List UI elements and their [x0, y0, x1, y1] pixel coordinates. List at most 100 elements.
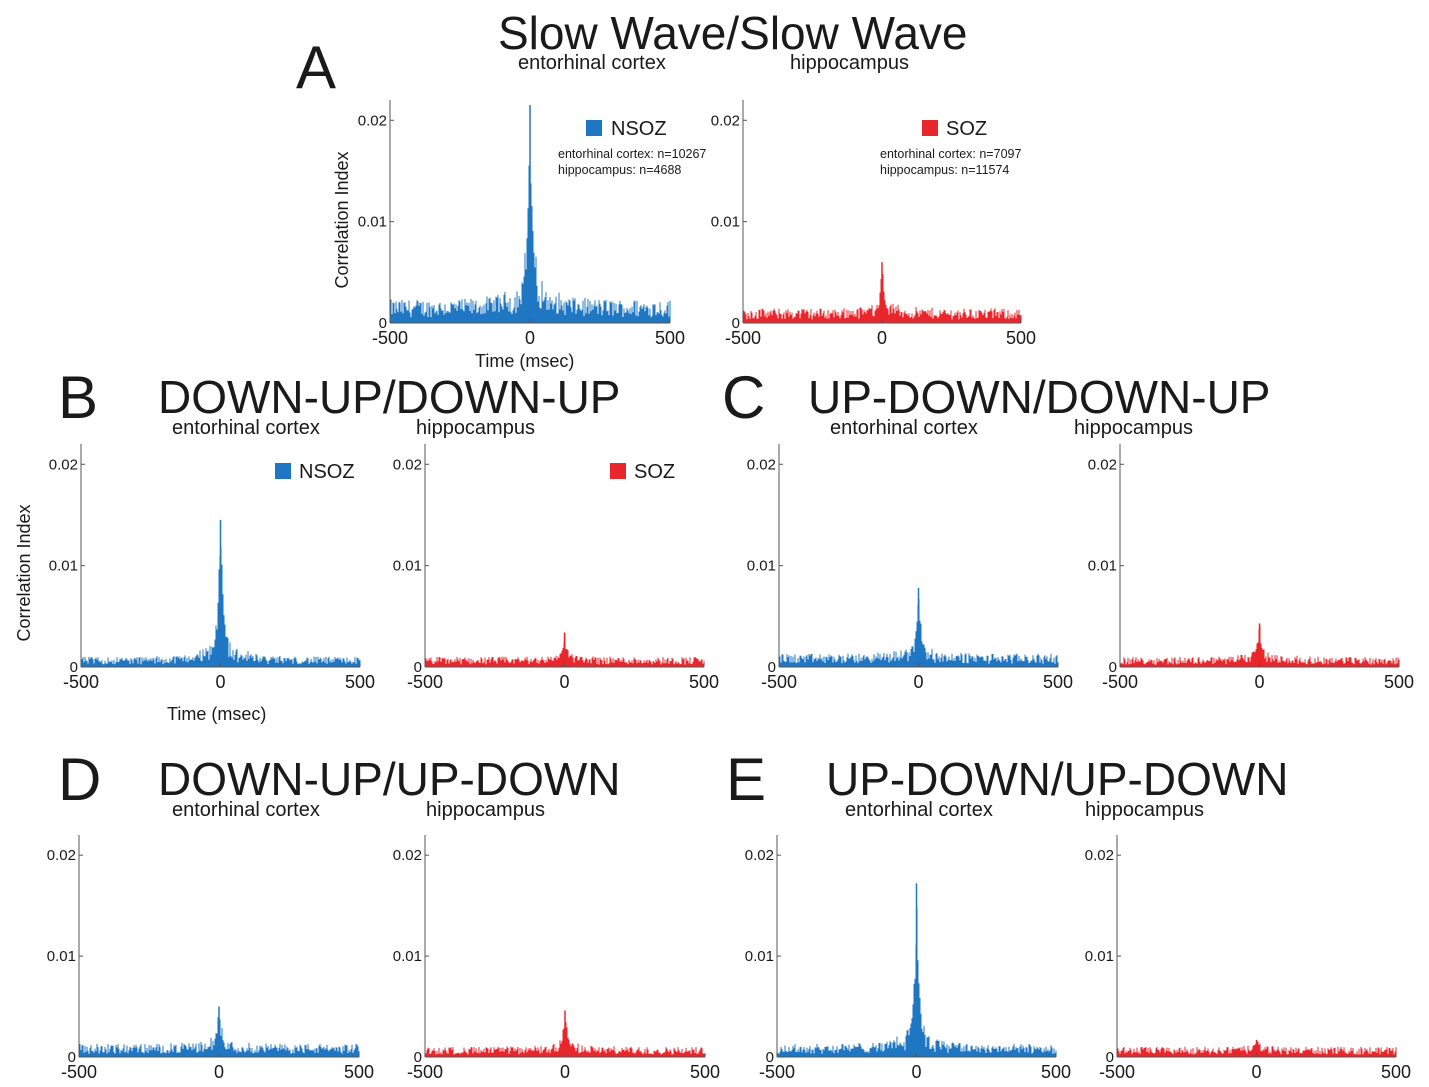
y-tick-label-b-soz-2: 0.02 [393, 456, 422, 473]
y-tick-label-c-soz-2: 0.02 [1088, 456, 1117, 473]
y-tick-label-a-nsoz-1: 0.01 [358, 214, 387, 231]
chart-d-soz: 00.010.02-500 0 500 [393, 835, 720, 1082]
x-tick-label-b-soz-2: 500 [689, 672, 719, 692]
x-tick-label-a-soz-0: -500 [725, 328, 761, 348]
x-tick-label-b-nsoz-1: 0 [215, 672, 225, 692]
y-tick-label-c-nsoz-2: 0.02 [747, 456, 776, 473]
y-tick-label-e-nsoz-2: 0.02 [745, 847, 774, 864]
soz-legend-swatch-a [922, 120, 938, 136]
y-tick-label-b-soz-1: 0.01 [393, 558, 422, 575]
panel-a-region-right: hippocampus [790, 52, 909, 74]
x-tick-label-d-nsoz-2: 500 [344, 1062, 374, 1082]
panel-c-title: UP-DOWN/DOWN-UP [808, 371, 1271, 423]
panel-e-title: UP-DOWN/UP-DOWN [826, 753, 1289, 805]
x-tick-label-c-nsoz-2: 500 [1043, 672, 1073, 692]
panel-c-region-right: hippocampus [1074, 417, 1193, 439]
y-tick-label-c-nsoz-1: 0.01 [747, 558, 776, 575]
nsoz-legend-swatch-a [586, 120, 602, 136]
x-axis-label-a: Time (msec) [475, 351, 575, 371]
chart-a-nsoz: 00.010.02-500 0 500 [358, 100, 685, 348]
x-tick-label-d-nsoz-1: 0 [214, 1062, 224, 1082]
x-tick-label-d-nsoz-0: -500 [61, 1062, 97, 1082]
panel-d-region-right: hippocampus [426, 799, 545, 821]
x-tick-label-c-soz-2: 500 [1384, 672, 1414, 692]
y-tick-label-e-soz-0: 0 [1106, 1049, 1114, 1066]
y-tick-label-a-nsoz-2: 0.02 [358, 112, 387, 129]
soz-count-entorhinal: entorhinal cortex: n=7097 [880, 147, 1022, 161]
x-tick-label-a-nsoz-1: 0 [525, 328, 535, 348]
panel-b-title: DOWN-UP/DOWN-UP [158, 371, 621, 423]
y-tick-label-e-nsoz-1: 0.01 [745, 948, 774, 965]
y-tick-label-d-nsoz-1: 0.01 [47, 948, 76, 965]
x-tick-label-e-nsoz-2: 500 [1041, 1062, 1071, 1082]
y-tick-label-e-soz-1: 0.01 [1085, 948, 1114, 965]
y-tick-label-c-nsoz-0: 0 [768, 659, 776, 676]
x-tick-label-b-nsoz-0: -500 [63, 672, 99, 692]
chart-e-nsoz: 00.010.02-500 0 500 [745, 835, 1071, 1082]
x-tick-label-e-soz-1: 0 [1251, 1062, 1261, 1082]
x-tick-label-a-soz-2: 500 [1006, 328, 1036, 348]
x-tick-label-e-soz-2: 500 [1381, 1062, 1411, 1082]
panel-a-title: Slow Wave/Slow Wave [498, 7, 968, 59]
y-tick-label-b-nsoz-1: 0.01 [49, 558, 78, 575]
panel-c-letter: C [722, 364, 766, 431]
x-tick-label-e-nsoz-0: -500 [759, 1062, 795, 1082]
panel-d-letter: D [58, 746, 102, 813]
x-tick-label-a-nsoz-0: -500 [372, 328, 408, 348]
x-tick-label-b-soz-1: 0 [559, 672, 569, 692]
nsoz-legend-label-a: NSOZ [611, 118, 667, 140]
x-tick-label-c-nsoz-1: 0 [913, 672, 923, 692]
soz-legend-label-a: SOZ [946, 118, 988, 140]
x-tick-label-c-soz-1: 0 [1254, 672, 1264, 692]
x-tick-label-b-soz-0: -500 [407, 672, 443, 692]
panel-e-region-left: entorhinal cortex [845, 799, 993, 821]
panel-d-region-left: entorhinal cortex [172, 799, 320, 821]
x-tick-label-d-soz-0: -500 [407, 1062, 443, 1082]
soz-legend-swatch-b [610, 463, 626, 479]
y-tick-label-b-soz-0: 0 [414, 659, 422, 676]
chart-d-nsoz: 00.010.02-500 0 500 [47, 835, 374, 1082]
panel-a-letter: A [296, 34, 337, 101]
panel-e-letter: E [726, 746, 767, 813]
x-tick-label-d-soz-2: 500 [690, 1062, 720, 1082]
chart-a-soz: 00.010.02-500 0 500 [711, 100, 1036, 348]
y-tick-label-d-soz-2: 0.02 [393, 847, 422, 864]
y-tick-label-a-soz-1: 0.01 [711, 214, 740, 231]
panel-b-region-left: entorhinal cortex [172, 417, 320, 439]
nsoz-legend-label-b: NSOZ [299, 461, 355, 483]
x-tick-label-d-soz-1: 0 [560, 1062, 570, 1082]
x-tick-label-a-soz-1: 0 [877, 328, 887, 348]
x-axis-label-b: Time (msec) [167, 704, 267, 724]
panel-e-region-right: hippocampus [1085, 799, 1204, 821]
y-tick-label-d-soz-0: 0 [414, 1049, 422, 1066]
panel-c-region-left: entorhinal cortex [830, 417, 978, 439]
y-tick-label-d-soz-1: 0.01 [393, 948, 422, 965]
x-tick-label-c-nsoz-0: -500 [761, 672, 797, 692]
nsoz-count-hippocampus: hippocampus: n=4688 [558, 163, 682, 177]
y-tick-label-e-soz-2: 0.02 [1085, 847, 1114, 864]
y-tick-label-a-nsoz-0: 0 [379, 315, 387, 332]
chart-b-nsoz: 00.010.02-500 0 500 [49, 444, 375, 692]
x-tick-label-c-soz-0: -500 [1102, 672, 1138, 692]
y-tick-label-d-nsoz-2: 0.02 [47, 847, 76, 864]
soz-count-hippocampus: hippocampus: n=11574 [880, 163, 1010, 177]
chart-c-soz: 00.010.02-500 0 500 [1088, 444, 1414, 692]
chart-e-soz: 00.010.02-500 0 500 [1085, 835, 1411, 1082]
y-tick-label-b-nsoz-2: 0.02 [49, 456, 78, 473]
x-tick-label-e-soz-0: -500 [1099, 1062, 1135, 1082]
y-tick-label-b-nsoz-0: 0 [70, 659, 78, 676]
x-tick-label-e-nsoz-1: 0 [911, 1062, 921, 1082]
panel-b-letter: B [58, 364, 99, 431]
y-tick-label-c-soz-0: 0 [1109, 659, 1117, 676]
soz-legend-label-b: SOZ [634, 461, 676, 483]
nsoz-legend-swatch-b [275, 463, 291, 479]
y-tick-label-e-nsoz-0: 0 [766, 1049, 774, 1066]
x-tick-label-b-nsoz-2: 500 [345, 672, 375, 692]
y-tick-label-c-soz-1: 0.01 [1088, 558, 1117, 575]
panel-a-region-left: entorhinal cortex [518, 52, 666, 74]
panel-b-region-right: hippocampus [416, 417, 535, 439]
y-tick-label-a-soz-2: 0.02 [711, 112, 740, 129]
y-tick-label-d-nsoz-0: 0 [68, 1049, 76, 1066]
nsoz-count-entorhinal: entorhinal cortex: n=10267 [558, 147, 707, 161]
